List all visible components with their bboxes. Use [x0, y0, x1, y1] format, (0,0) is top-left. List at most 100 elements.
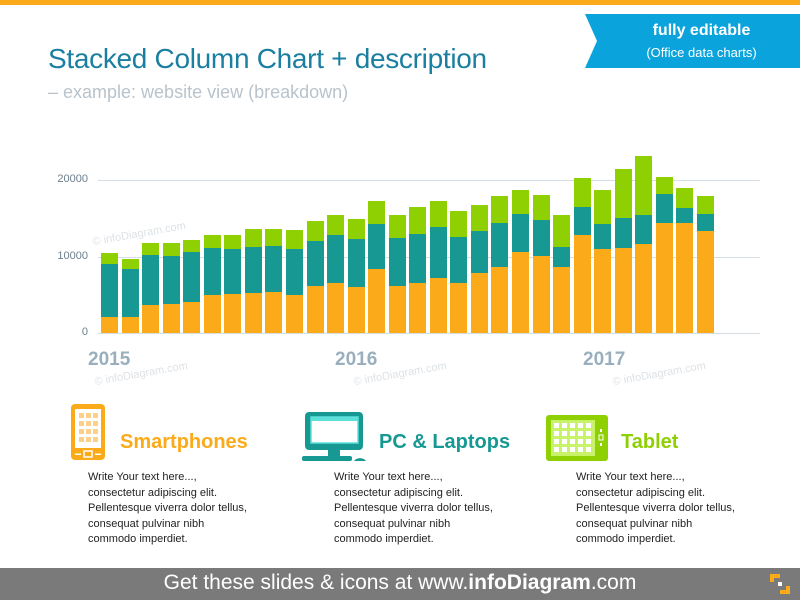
description-line: Pellentesque viverra dolor tellus,: [576, 502, 735, 514]
bar-segment-tablet: [676, 188, 694, 208]
watermark: © infoDiagram.com: [611, 359, 707, 389]
stacked-bar: [265, 228, 283, 333]
bar-segment-smartphones: [573, 235, 591, 333]
stacked-bar: [224, 235, 242, 333]
year-label-2017: 2017: [583, 349, 626, 370]
stacked-bar: [162, 242, 180, 333]
y-tick-label: 20000: [57, 173, 88, 185]
bar-segment-smartphones: [368, 268, 386, 333]
bar-segment-tablet: [224, 235, 242, 249]
bar-segment-pc-laptops: [655, 193, 673, 223]
bar-segment-pc-laptops: [347, 238, 365, 288]
stacked-bar: [429, 200, 447, 333]
bar-segment-smartphones: [142, 304, 160, 333]
bar-segment-tablet: [327, 215, 345, 236]
bar-segment-smartphones: [285, 294, 303, 333]
bar-segment-smartphones: [265, 291, 283, 333]
bar-segment-pc-laptops: [676, 207, 694, 223]
bar-segment-smartphones: [162, 303, 180, 333]
stacked-bar: [470, 205, 488, 333]
bar-segment-tablet: [162, 242, 180, 256]
bar-segment-tablet: [306, 221, 324, 242]
bar-segment-smartphones: [203, 294, 221, 333]
stacked-bar: [368, 200, 386, 333]
bar-segment-tablet: [491, 196, 509, 223]
bar-segment-tablet: [512, 189, 529, 214]
page-subtitle: – example: website view (breakdown): [48, 82, 349, 102]
description-line: consectetur adipiscing elit.: [88, 486, 218, 499]
description-line: commodo imperdiet.: [88, 533, 188, 545]
bar-segment-tablet: [101, 253, 118, 265]
desktop-computer-icon: [302, 412, 366, 461]
bar-segment-tablet: [121, 258, 139, 269]
bar-segment-smartphones: [224, 294, 242, 333]
bar-segment-tablet: [614, 169, 632, 219]
description-line: consectetur adipiscing elit.: [334, 486, 464, 499]
bar-segment-tablet: [594, 189, 612, 224]
stacked-bar: [696, 196, 714, 333]
bar-segment-tablet: [203, 235, 221, 249]
bar-segment-smartphones: [553, 267, 571, 333]
footer-banner: Get these slides & icons at www.infoDiag…: [0, 568, 800, 600]
smartphone-icon: [71, 404, 105, 460]
bar-segment-tablet: [388, 215, 406, 239]
footer-promo-link[interactable]: Get these slides & icons at www.infoDiag…: [0, 571, 800, 595]
bar-segment-pc-laptops: [244, 246, 262, 294]
bar-segment-smartphones: [183, 301, 201, 333]
bar-segment-pc-laptops: [594, 223, 612, 249]
gridline-10000: [98, 257, 760, 258]
stacked-bar: [347, 219, 365, 333]
description-line: Pellentesque viverra dolor tellus,: [88, 502, 247, 514]
stacked-bar: [285, 229, 303, 333]
year-label-2015: 2015: [88, 349, 131, 370]
bar-segment-tablet: [573, 177, 591, 207]
bar-segment-tablet: [635, 156, 653, 216]
bar-segment-smartphones: [655, 222, 673, 333]
bar-segment-smartphones: [696, 231, 714, 333]
stacked-bar: [142, 242, 160, 333]
stacked-bar: [532, 194, 550, 333]
bar-segment-tablet: [696, 196, 714, 215]
bar-segment-smartphones: [512, 251, 529, 333]
ribbon-line-2: (Office data charts): [646, 45, 757, 60]
category-description: Write Your text here..., consectetur adi…: [576, 470, 776, 548]
bar-segment-pc-laptops: [553, 247, 571, 268]
description-line: Write Your text here...,: [576, 471, 685, 483]
bar-segment-smartphones: [306, 286, 324, 333]
bar-segment-pc-laptops: [101, 264, 118, 317]
bar-segment-tablet: [285, 229, 303, 249]
bar-segment-smartphones: [121, 316, 139, 333]
description-line: consequat pulvinar nibh: [88, 517, 205, 530]
bar-segment-pc-laptops: [368, 223, 386, 269]
bar-segment-smartphones: [470, 273, 488, 333]
bar-segment-tablet: [244, 228, 262, 247]
bar-segment-smartphones: [635, 244, 653, 333]
category-description: Write Your text here..., consectetur adi…: [334, 470, 534, 548]
tablet-icon: [546, 415, 608, 461]
bar-segment-tablet: [553, 215, 571, 248]
bar-segment-pc-laptops: [573, 206, 591, 236]
description-line: Write Your text here...,: [334, 471, 443, 483]
bar-segment-smartphones: [450, 283, 468, 333]
description-line: commodo imperdiet.: [576, 533, 676, 545]
bar-segment-smartphones: [388, 286, 406, 333]
footer-suffix: .com: [590, 571, 637, 594]
bar-segment-pc-laptops: [470, 231, 488, 274]
bar-segment-tablet: [183, 239, 201, 252]
stacked-bar: [388, 215, 406, 333]
category-title: PC & Laptops: [379, 431, 511, 453]
bar-segment-pc-laptops: [327, 235, 345, 284]
stacked-bar: [614, 169, 632, 333]
category-description: Write Your text here..., consectetur adi…: [88, 470, 288, 548]
category-title: Tablet: [621, 431, 679, 453]
bar-segment-tablet: [347, 219, 365, 239]
bar-segment-tablet: [409, 206, 427, 234]
stacked-bar: [306, 221, 324, 333]
editable-ribbon-badge: fully editable (Office data charts): [585, 14, 800, 68]
year-label-2016: 2016: [335, 349, 378, 370]
bar-segment-pc-laptops: [285, 248, 303, 295]
bar-segment-smartphones: [491, 267, 509, 333]
infodiagram-logo-icon: [770, 574, 790, 594]
stacked-bar: [655, 176, 673, 333]
bar-segment-smartphones: [347, 287, 365, 333]
